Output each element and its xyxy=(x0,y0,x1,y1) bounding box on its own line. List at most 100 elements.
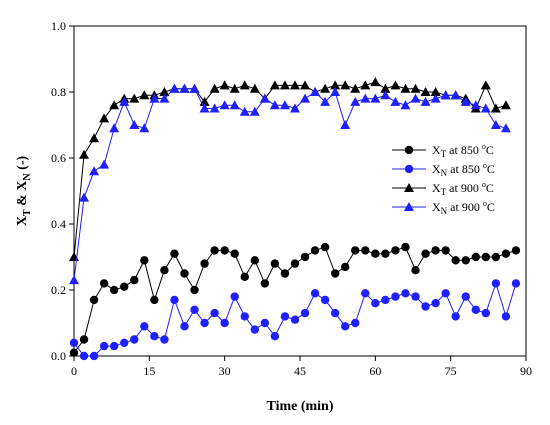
data-point xyxy=(480,103,491,113)
x-tick-label: 60 xyxy=(369,364,381,378)
legend-label-deg: o xyxy=(483,161,487,170)
data-point xyxy=(481,308,491,318)
data-point xyxy=(441,246,450,255)
data-point xyxy=(320,96,331,106)
data-point xyxy=(109,285,119,295)
data-point xyxy=(99,113,110,123)
data-point xyxy=(430,93,441,103)
data-point xyxy=(410,83,421,93)
legend-marker xyxy=(404,183,414,192)
data-point xyxy=(69,338,79,347)
data-point xyxy=(381,295,390,305)
data-point xyxy=(170,249,179,258)
data-point xyxy=(200,318,209,328)
data-point xyxy=(300,80,311,90)
data-point xyxy=(220,246,229,255)
legend-label-unit: C xyxy=(487,162,495,176)
y-axis-title-x1: X xyxy=(15,216,30,226)
data-point xyxy=(219,100,230,110)
data-point xyxy=(310,289,320,298)
x-tick-label: 0 xyxy=(71,364,77,378)
data-point xyxy=(129,120,140,129)
data-point xyxy=(109,123,120,133)
data-point xyxy=(179,83,190,93)
data-point xyxy=(391,292,400,301)
data-point xyxy=(159,93,170,103)
data-point xyxy=(390,80,401,90)
data-point xyxy=(230,292,239,301)
data-point xyxy=(249,106,260,116)
series-line xyxy=(73,88,507,281)
data-point xyxy=(300,93,311,103)
data-point xyxy=(130,275,139,285)
data-point xyxy=(480,80,491,90)
data-point xyxy=(451,312,460,321)
data-point xyxy=(391,246,400,255)
data-point xyxy=(140,322,149,331)
data-point xyxy=(460,96,471,106)
y-tick-label: 1.0 xyxy=(51,19,66,33)
data-point xyxy=(381,249,390,258)
x-tick-label: 30 xyxy=(219,364,231,378)
data-point xyxy=(421,249,430,258)
data-point xyxy=(340,120,351,129)
legend-label-main: X xyxy=(432,181,441,195)
legend-label-unit: C xyxy=(486,143,494,157)
legend-label-rest: at 850 xyxy=(446,143,482,157)
data-point xyxy=(150,332,159,341)
y-tick-label: 0.8 xyxy=(51,85,66,99)
legend-label-deg: o xyxy=(483,199,487,208)
legend-entry-1: XN at 850 oC xyxy=(392,161,495,178)
legend-label-sub: N xyxy=(441,206,448,216)
data-point xyxy=(370,77,381,87)
data-point xyxy=(159,87,170,96)
data-point xyxy=(289,80,300,90)
data-point xyxy=(279,80,290,90)
data-point xyxy=(239,80,250,90)
data-point xyxy=(500,123,511,133)
data-point xyxy=(139,90,150,100)
data-point xyxy=(130,335,139,344)
data-point xyxy=(361,289,370,298)
data-point xyxy=(120,338,129,347)
data-point xyxy=(461,292,470,301)
data-point xyxy=(89,133,100,143)
data-point xyxy=(170,295,179,305)
data-point xyxy=(360,93,371,103)
y-axis-title: XT & XN (-) xyxy=(15,156,33,227)
legend-entry-0: XT at 850 oC xyxy=(392,142,494,159)
data-point xyxy=(89,295,99,305)
data-point xyxy=(190,285,199,295)
data-point xyxy=(440,90,451,100)
data-point xyxy=(411,292,420,301)
data-point xyxy=(491,252,501,262)
data-point xyxy=(461,256,470,265)
data-point xyxy=(190,305,199,314)
y-tick-label: 0.6 xyxy=(51,151,66,165)
data-point xyxy=(471,305,480,314)
data-point xyxy=(360,80,371,90)
data-point xyxy=(310,87,321,96)
data-point xyxy=(150,295,159,305)
data-point xyxy=(120,282,129,291)
data-point xyxy=(370,93,381,103)
data-point xyxy=(180,322,189,331)
data-point xyxy=(89,351,99,361)
legend-label-sub: T xyxy=(441,187,447,197)
data-point xyxy=(310,246,320,255)
data-point xyxy=(99,341,109,351)
data-point xyxy=(481,252,491,262)
data-point xyxy=(139,123,150,133)
data-point xyxy=(401,242,410,252)
data-point xyxy=(250,256,259,265)
data-point xyxy=(470,100,481,110)
data-point xyxy=(109,100,120,110)
data-point xyxy=(450,90,461,100)
series-0 xyxy=(69,242,521,357)
y-axis-title-sub2: N xyxy=(22,173,33,181)
data-point xyxy=(69,275,79,285)
data-point xyxy=(250,325,259,334)
legend-label: XT at 850 oC xyxy=(432,142,494,159)
